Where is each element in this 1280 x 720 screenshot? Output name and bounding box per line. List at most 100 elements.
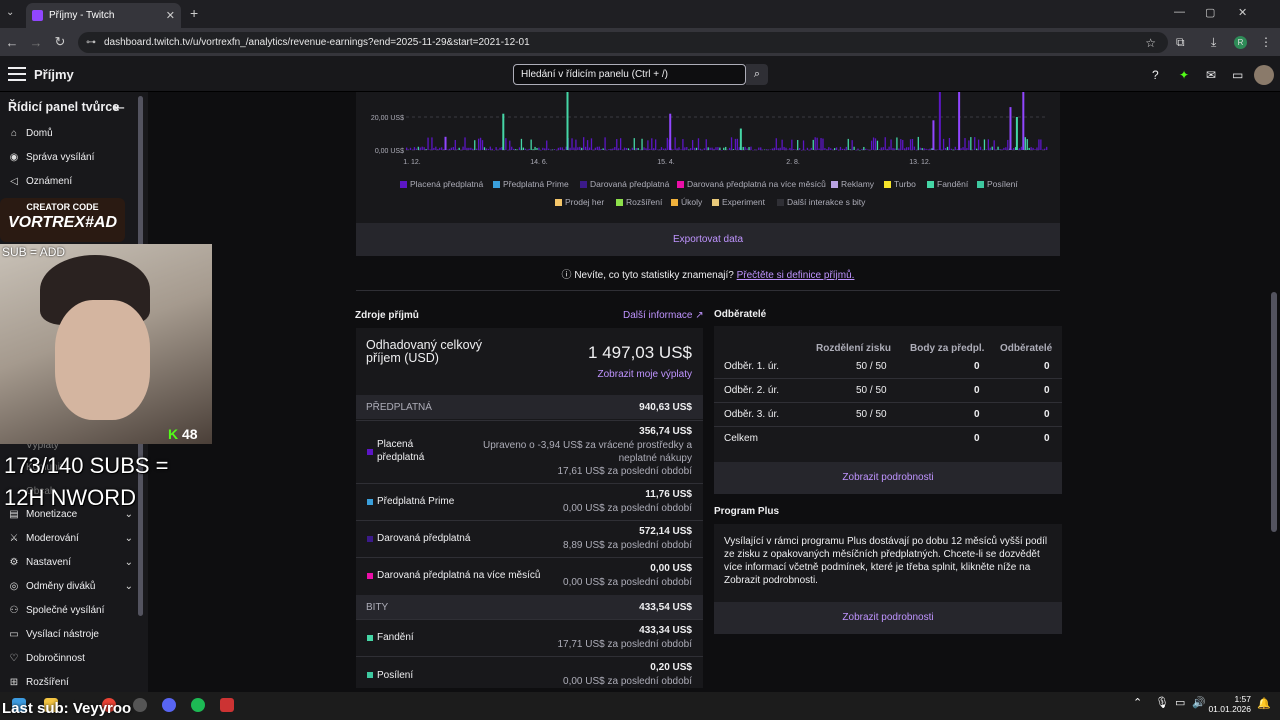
chrome-icon[interactable] <box>102 698 116 712</box>
chart-bar <box>711 147 713 150</box>
sidebar-item-charity[interactable]: ♡ Dobročinnost <box>9 652 85 664</box>
legend-item[interactable]: Darovaná předplatná <box>580 179 669 189</box>
chart-bar <box>448 148 451 150</box>
sparkle-icon[interactable]: ✦ <box>1179 68 1190 82</box>
chart-bar <box>942 138 945 150</box>
spotify-icon[interactable] <box>191 698 205 712</box>
legend-item[interactable]: Posílení <box>977 179 1018 189</box>
new-tab-icon[interactable]: + <box>190 5 199 21</box>
legend-swatch <box>677 180 684 188</box>
legend-item[interactable]: Další interakce s bity <box>777 197 865 207</box>
start-icon[interactable] <box>12 698 26 712</box>
legend-label: Rozšíření <box>626 197 663 207</box>
profile-icon[interactable]: R <box>1234 36 1247 49</box>
app-icon[interactable] <box>220 698 234 712</box>
legend-swatch <box>831 180 838 188</box>
url-field[interactable]: ⊶ dashboard.twitch.tv/u/vortrexfn_/analy… <box>78 32 1168 53</box>
maximize-icon[interactable]: ▢ <box>1205 7 1216 19</box>
system-clock[interactable]: 1:57 01.01.2026 <box>1208 694 1251 714</box>
explorer-icon[interactable] <box>44 698 58 712</box>
legend-item[interactable]: Předplatná Prime <box>493 179 569 189</box>
sidebar-item-home[interactable]: ⌂ Domů <box>8 123 133 143</box>
tab-search-icon[interactable]: ⌄ <box>6 7 15 18</box>
chart-bar <box>565 146 567 150</box>
sidebar-item-community[interactable]: Komunita <box>26 461 69 473</box>
legend-item[interactable]: Reklamy <box>831 179 874 189</box>
minimize-icon[interactable]: — <box>1174 6 1185 18</box>
sidebar-item-viewer-rewards[interactable]: ◎ Odměny diváků ⌄ <box>9 580 133 592</box>
extensions-icon[interactable]: ⧉ <box>1176 35 1185 49</box>
chart-bar <box>627 148 630 150</box>
sidebar-item-content[interactable]: Obsah <box>26 485 56 497</box>
close-tab-icon[interactable]: ✕ <box>165 10 175 22</box>
chart-bar <box>806 147 809 150</box>
chart-bar-peak <box>1022 92 1025 150</box>
legend-item[interactable]: Rozšíření <box>616 197 662 207</box>
chart-bar <box>538 147 540 150</box>
obs-icon[interactable] <box>133 698 147 712</box>
chart-bar <box>653 148 655 150</box>
chart-bar <box>721 149 723 151</box>
browser-menu-icon[interactable]: ⋮ <box>1260 35 1272 49</box>
chart-bar <box>477 138 480 150</box>
volume-icon[interactable]: 🔊 <box>1192 697 1206 709</box>
legend-item[interactable]: Prodej her <box>555 197 604 207</box>
microphone-icon[interactable]: 🎙 <box>1155 697 1169 709</box>
chart-bar <box>479 137 482 150</box>
legend-item[interactable]: Úkoly <box>671 197 702 207</box>
browser-tab-bar: Příjmy - Twitch ✕ ⌄ + — ▢ ✕ <box>0 0 1280 28</box>
tray-chevron-icon[interactable]: ⌃ <box>1133 697 1143 709</box>
chart-bar <box>882 147 884 150</box>
view-payouts-link[interactable]: Zobrazit moje výplaty <box>597 369 692 380</box>
main-scrollbar[interactable] <box>1271 292 1277 532</box>
notification-bell-icon[interactable]: 🔔 <box>1257 698 1271 710</box>
legend-item[interactable]: Turbo <box>884 179 916 189</box>
discord-icon[interactable] <box>162 698 176 712</box>
menu-icon[interactable] <box>8 67 26 81</box>
chart-bar <box>1011 149 1013 150</box>
search-input[interactable]: Hledání v řídicím panelu (Ctrl + /) <box>513 64 746 85</box>
help-icon[interactable]: ? <box>1152 68 1159 82</box>
collapse-sidebar-icon[interactable]: ⇤ <box>114 100 125 115</box>
subscribers-details-button[interactable]: Zobrazit podrobnosti <box>714 462 1062 494</box>
legend-item[interactable]: Darovaná předplatná na více měsíců <box>677 179 826 189</box>
back-icon[interactable]: ← <box>5 34 19 50</box>
reload-icon[interactable]: ↻ <box>54 34 66 49</box>
forward-icon[interactable]: → <box>29 34 43 50</box>
chart-bar <box>917 136 919 150</box>
sidebar-item-settings[interactable]: ⚙ Nastavení ⌄ <box>9 556 133 568</box>
legend-swatch <box>555 198 562 206</box>
sidebar-item-collab[interactable]: ⚇ Společné vysílání <box>9 604 105 616</box>
close-window-icon[interactable]: ✕ <box>1238 7 1248 19</box>
inbox-icon[interactable]: ✉ <box>1206 68 1217 82</box>
legend-item[interactable]: Placená předplatná <box>400 179 483 189</box>
sidebar-item-announcements[interactable]: ◁ Oznámení <box>8 171 133 191</box>
sidebar-item-tools[interactable]: ▭ Vysílací nástroje <box>9 628 99 640</box>
whisper-icon[interactable]: ▭ <box>1232 68 1244 82</box>
avatar[interactable] <box>1254 65 1274 85</box>
chart-bar <box>849 149 851 150</box>
sidebar-item-monetization[interactable]: ▤ Monetizace ⌄ <box>9 508 133 520</box>
legend-item[interactable]: Experiment <box>712 197 765 207</box>
sidebar-item-moderation[interactable]: ⚔ Moderování ⌄ <box>9 532 133 544</box>
sidebar-item-extensions[interactable]: ⊞ Rozšíření <box>9 676 69 688</box>
site-info-icon[interactable]: ⊶ <box>86 37 96 48</box>
legend-item[interactable]: Fandění <box>927 179 968 189</box>
plus-details-button[interactable]: Zobrazit podrobnosti <box>714 602 1062 634</box>
browser-tab[interactable]: Příjmy - Twitch ✕ <box>26 3 181 28</box>
chart-bar <box>468 147 470 150</box>
chart-bar <box>845 146 847 150</box>
definitions-link[interactable]: Přečtěte si definice příjmů. <box>736 270 855 281</box>
search-icon[interactable]: ⌕ <box>746 64 768 85</box>
chart-bar <box>442 149 445 150</box>
export-data-button[interactable]: Exportovat data <box>356 223 1060 256</box>
chart-bar <box>693 147 696 150</box>
sidebar-item-stream-manager[interactable]: ◉ Správa vysílání <box>9 151 95 163</box>
sidebar-item-payouts[interactable]: Výplaty <box>26 439 59 451</box>
download-icon[interactable]: ⤓ <box>1211 35 1217 49</box>
chart-bar <box>839 146 842 150</box>
chart-bar <box>431 137 433 150</box>
bookmark-star-icon[interactable]: ☆ <box>1145 35 1156 50</box>
more-info-link[interactable]: Další informace ↗ <box>623 310 704 321</box>
network-icon[interactable]: ▭ <box>1175 697 1186 709</box>
